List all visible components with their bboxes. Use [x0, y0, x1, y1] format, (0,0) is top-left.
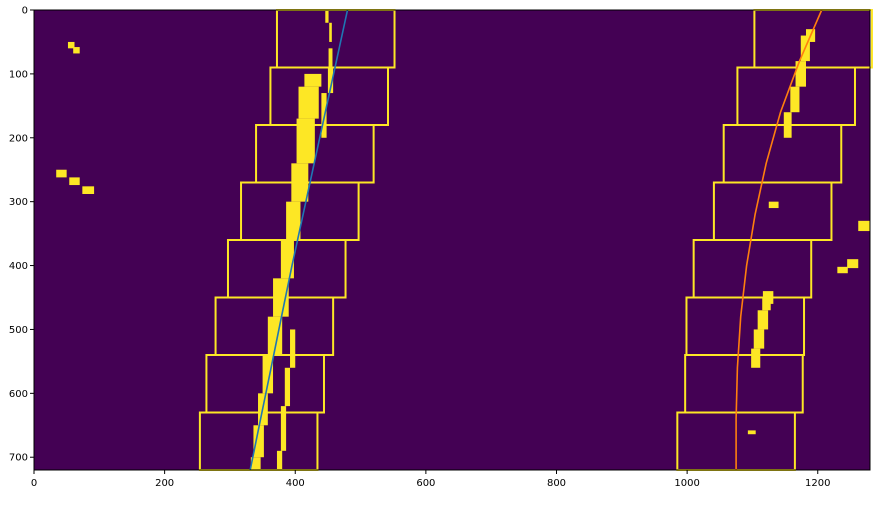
left-lane-pixels-11 — [304, 73, 322, 87]
y-tick-label: 300 — [9, 197, 28, 208]
plot-frame — [33, 9, 871, 471]
noise-blob-1 — [73, 47, 80, 54]
left-lane-pixels-9 — [296, 118, 315, 164]
left-lane-pixels-16 — [325, 10, 329, 23]
left-lane-pixels-6 — [280, 240, 294, 279]
right-lane-pixels-7 — [753, 329, 765, 349]
right-lane-pixels-8 — [751, 348, 761, 368]
y-tick-label: 100 — [9, 69, 28, 80]
right-lane-pixels-10 — [768, 201, 779, 209]
noise-blob-5 — [858, 220, 870, 232]
y-axis: 0 100 200 300 400 500 600 700 — [9, 6, 34, 464]
left-lane-pixels-4 — [267, 316, 283, 355]
right-lane-pixels-1 — [790, 86, 800, 113]
left-lane-pixels-3 — [262, 355, 274, 394]
left-lane-pixels-1 — [253, 425, 264, 458]
noise-blob-3 — [69, 177, 80, 186]
left-lane-pixels-13 — [327, 67, 334, 94]
left-lane-pixels-0 — [250, 457, 261, 470]
noise-blob-7 — [837, 266, 848, 274]
y-tick-label: 0 — [22, 6, 28, 17]
x-tick-label: 600 — [416, 478, 435, 489]
y-tick-label: 600 — [9, 389, 28, 400]
left-lane-edge-pixels-2 — [284, 367, 291, 407]
x-tick-label: 400 — [286, 478, 305, 489]
left-lane-edge-pixels-3 — [290, 329, 296, 368]
right-lane-pixels-6 — [757, 310, 769, 330]
y-tick-label: 500 — [9, 325, 28, 336]
left-lane-pixels-10 — [298, 86, 319, 119]
left-lane-edge-pixels-1 — [280, 406, 287, 451]
fit-lines-layer — [249, 9, 823, 471]
noise-blob-0 — [67, 41, 75, 49]
x-tick-label: 1000 — [674, 478, 699, 489]
noise-blob-2 — [56, 169, 67, 178]
x-tick-label: 200 — [155, 478, 174, 489]
x-tick-label: 800 — [547, 478, 566, 489]
noise-blob-4 — [82, 186, 95, 194]
right-lane-pixels-11 — [747, 430, 756, 435]
noise-blob-6 — [847, 259, 859, 269]
left-lane-pixels-7 — [286, 201, 301, 240]
left-lane-edge-pixels-0 — [276, 450, 283, 470]
x-tick-label: 0 — [31, 478, 37, 489]
left-fit-line — [249, 9, 349, 471]
right-fit-line — [735, 9, 823, 470]
x-tick-label: 1200 — [805, 478, 830, 489]
y-tick-label: 400 — [9, 261, 28, 272]
left-lane-pixels-14 — [328, 48, 333, 68]
y-tick-label: 200 — [9, 133, 28, 144]
x-axis: 0 200 400 600 800 1000 1200 — [31, 470, 830, 489]
left-lane-pixels-15 — [329, 22, 332, 42]
y-tick-label: 700 — [9, 453, 28, 464]
right-lane-pixels-2 — [795, 61, 806, 87]
